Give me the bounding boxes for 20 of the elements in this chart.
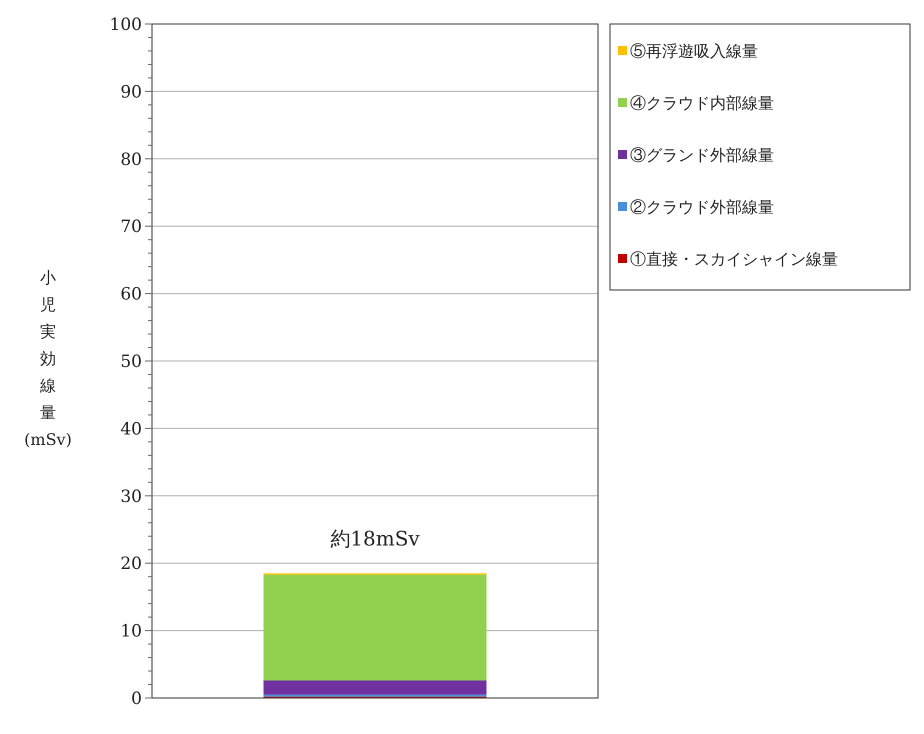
y-tick-label: 80 <box>120 150 142 170</box>
y-tick-label: 100 <box>110 14 142 35</box>
y-tick-label: 90 <box>120 82 142 102</box>
bar <box>264 680 486 695</box>
legend-label: ①直接・スカイシャイン線量 <box>630 250 838 269</box>
y-tick-label: 60 <box>120 284 142 305</box>
annotation: 約18mSv <box>330 526 420 550</box>
y-tick-label: 30 <box>120 486 142 507</box>
y-tick-label: 70 <box>120 217 142 238</box>
legend-label: ②クラウド外部線量 <box>630 198 774 217</box>
y-tick-label: 0 <box>131 688 142 709</box>
y-tick-label: 20 <box>120 554 142 574</box>
legend-label: ③グランド外部線量 <box>630 146 774 165</box>
legend-label: ⑤再浮遊吸入線量 <box>630 42 758 61</box>
y-tick-label: 50 <box>120 352 142 372</box>
legend-label: ④クラウド内部線量 <box>630 94 774 113</box>
y-tick-label: 10 <box>120 622 142 642</box>
y-tick-label: 40 <box>120 419 142 440</box>
y-axis-title: 小児実効線量(mSv) <box>24 268 72 449</box>
bar <box>264 574 486 680</box>
